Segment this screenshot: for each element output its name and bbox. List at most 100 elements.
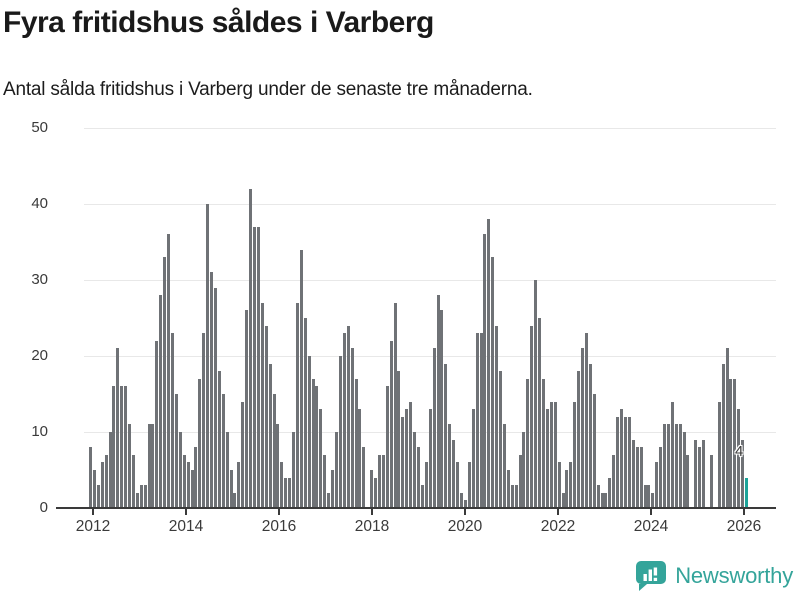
bar xyxy=(471,409,475,508)
bar xyxy=(253,226,256,508)
bar xyxy=(264,325,268,508)
y-axis-tick-label: 50 xyxy=(31,119,48,136)
bar xyxy=(530,325,534,508)
bar xyxy=(604,492,608,508)
bar xyxy=(186,462,190,508)
bar xyxy=(651,492,655,508)
bar xyxy=(588,363,592,508)
bar xyxy=(663,424,667,508)
bar xyxy=(108,432,112,508)
bar xyxy=(518,454,522,508)
bar xyxy=(623,416,627,508)
bar xyxy=(405,409,409,508)
bar xyxy=(534,280,538,508)
bar xyxy=(573,401,577,508)
bar xyxy=(237,462,241,508)
bar xyxy=(221,394,225,508)
bar xyxy=(600,492,604,508)
bar xyxy=(92,470,96,508)
bar xyxy=(495,325,499,508)
bar xyxy=(639,447,643,508)
bar xyxy=(147,424,151,508)
bar xyxy=(323,454,327,508)
bar xyxy=(659,447,663,508)
bar xyxy=(377,454,381,508)
bar xyxy=(432,348,436,508)
highlighted-bar xyxy=(745,477,749,508)
bar xyxy=(448,424,452,508)
bar xyxy=(268,363,272,508)
bar xyxy=(350,348,354,508)
bar xyxy=(733,378,737,508)
bar xyxy=(545,409,549,508)
bar xyxy=(729,378,733,508)
x-axis-tick xyxy=(743,509,745,515)
bar xyxy=(444,363,448,508)
bar xyxy=(327,492,331,508)
bar xyxy=(292,432,296,508)
bar xyxy=(678,424,682,508)
bar xyxy=(159,295,163,508)
gridline xyxy=(84,128,776,129)
gridline xyxy=(84,280,776,281)
bar xyxy=(452,439,456,508)
bar xyxy=(299,249,303,508)
bar xyxy=(381,454,385,508)
bar xyxy=(436,295,440,508)
bar xyxy=(581,348,585,508)
chart-title: Fyra fritidshus såldes i Varberg xyxy=(3,6,434,39)
bar xyxy=(440,310,444,508)
x-axis-tick-label: 2020 xyxy=(447,518,483,535)
bar xyxy=(596,485,600,508)
bar xyxy=(741,439,745,508)
bar xyxy=(303,318,307,508)
bar xyxy=(362,447,366,508)
bar xyxy=(627,416,631,508)
x-axis-tick xyxy=(278,509,280,515)
bar xyxy=(393,302,397,508)
bar xyxy=(307,356,311,508)
bar xyxy=(311,378,315,508)
bar xyxy=(506,470,510,508)
bar xyxy=(131,454,135,508)
bar xyxy=(374,477,378,508)
bar xyxy=(198,378,202,508)
bar xyxy=(561,492,565,508)
bar xyxy=(190,470,194,508)
bar xyxy=(655,462,659,508)
bar xyxy=(721,363,725,508)
bar xyxy=(245,310,249,508)
bar xyxy=(502,424,506,508)
bar xyxy=(549,401,553,508)
bar xyxy=(241,401,245,508)
x-axis-tick-label: 2026 xyxy=(726,518,762,535)
bar xyxy=(592,394,596,508)
bar xyxy=(698,447,702,508)
bar xyxy=(139,485,143,508)
y-axis-tick-label: 10 xyxy=(31,423,48,440)
bar xyxy=(467,462,471,508)
newsworthy-wordmark: Newsworthy xyxy=(675,562,793,588)
bar xyxy=(319,409,323,508)
bar xyxy=(206,204,210,508)
gridline xyxy=(84,204,776,205)
x-axis-tick xyxy=(650,509,652,515)
bar xyxy=(100,462,104,508)
bar xyxy=(479,333,483,508)
bar xyxy=(682,432,686,508)
highlight-value-label: 4 xyxy=(735,443,744,460)
bar xyxy=(463,500,467,508)
bar xyxy=(717,401,721,508)
bar xyxy=(210,272,214,508)
bar xyxy=(397,371,401,508)
bar xyxy=(315,386,319,508)
bar xyxy=(569,462,573,508)
bar xyxy=(514,485,518,508)
bar xyxy=(104,454,108,508)
bar xyxy=(358,409,362,508)
bar xyxy=(288,477,292,508)
bar xyxy=(577,371,581,508)
bar xyxy=(538,318,542,508)
